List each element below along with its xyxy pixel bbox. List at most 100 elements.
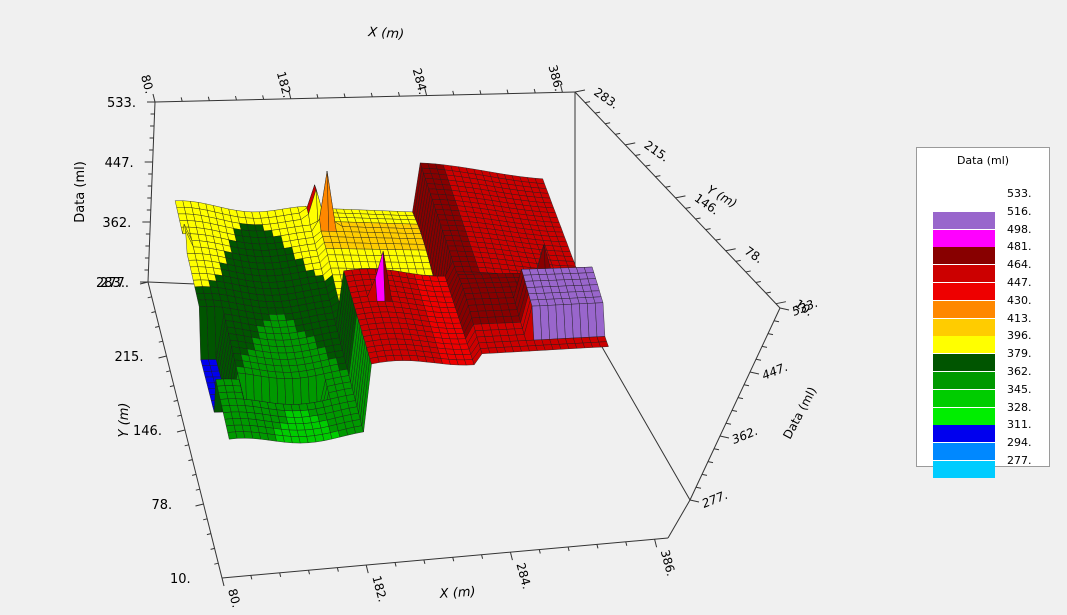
- x-bottom-tick: [509, 552, 513, 561]
- frame-right-lower: [667, 499, 691, 539]
- legend-swatch: [933, 211, 995, 229]
- surface-cell: [591, 290, 602, 298]
- y-right-minor-tick: [715, 238, 721, 241]
- x-top-minor-tick: [180, 97, 183, 102]
- y-right-tick: [574, 89, 586, 93]
- z-right-minor-tick: [731, 409, 738, 412]
- x-top-tick: [559, 84, 563, 93]
- y-right-minor-tick: [705, 228, 711, 231]
- y-left-minor-tick: [206, 533, 212, 536]
- y-right-minor-tick: [695, 217, 701, 220]
- legend-label: 481.: [1007, 240, 1032, 254]
- legend-label: 447.: [1007, 276, 1032, 289]
- legend-label: 311.: [1007, 418, 1032, 432]
- legend-label: 516.: [1007, 204, 1032, 218]
- x-axis-title-top: X (m): [367, 25, 405, 43]
- y-right-minor-tick: [665, 185, 671, 188]
- legend-label: 464.: [1007, 258, 1032, 272]
- surface-cell: [596, 336, 607, 343]
- x-bottom-minor-tick: [279, 572, 282, 577]
- surface-cell: [589, 284, 600, 292]
- z-right-minor-tick: [773, 320, 780, 323]
- y-right-minor-tick: [735, 259, 741, 262]
- y-right-minor-tick: [594, 111, 601, 114]
- z-right-minor-tick: [761, 345, 768, 348]
- surface-cell: [583, 266, 595, 274]
- y-right-minor-tick: [615, 132, 621, 135]
- legend-swatch: [933, 425, 995, 443]
- y-left-tick: [158, 355, 167, 359]
- y-right-minor-tick: [765, 291, 771, 294]
- y-right-tick-label: 215.: [642, 138, 672, 165]
- z-right-tick-label: 362.: [730, 424, 760, 447]
- z-right-minor-tick: [743, 384, 750, 387]
- x-bottom-tick: [221, 577, 225, 587]
- z-left-tick-label: 447.: [105, 156, 134, 171]
- legend-swatch: [933, 389, 995, 407]
- x-top-tick: [288, 90, 292, 99]
- y-left-minor-tick: [147, 296, 152, 299]
- frame-back-right: [574, 91, 781, 309]
- y-left-minor-tick: [184, 444, 189, 447]
- y-left-minor-tick: [158, 340, 163, 343]
- legend-label: 396.: [1007, 329, 1032, 343]
- x-bottom-minor-tick: [567, 546, 570, 552]
- x-top-tick-label: 80.: [138, 73, 156, 95]
- y-left-tick: [195, 503, 204, 507]
- x-axis-title-bottom: X (m): [438, 585, 476, 603]
- y-left-minor-tick: [191, 473, 197, 476]
- legend-swatch: [933, 283, 995, 300]
- legend-swatch: [933, 336, 995, 354]
- y-left-minor-tick: [214, 562, 219, 565]
- x-bottom-minor-tick: [423, 559, 426, 565]
- legend-swatch: [933, 300, 995, 318]
- x-bottom-minor-tick: [538, 549, 541, 554]
- x-bottom-tick-label: 386.: [658, 548, 678, 577]
- z-right-minor-tick: [755, 358, 762, 361]
- surface-cell: [556, 236, 567, 243]
- x-bottom-minor-tick: [308, 570, 311, 575]
- surface-cell: [594, 302, 606, 338]
- y-left-minor-tick: [210, 547, 215, 550]
- x-top-minor-tick: [234, 95, 237, 101]
- y-left-minor-tick: [177, 414, 182, 417]
- x-top-minor-tick: [316, 93, 319, 99]
- legend-swatch: [933, 407, 995, 425]
- legend-label: 345.: [1007, 382, 1032, 396]
- x-top-tick-label: 284.: [410, 67, 430, 96]
- legend-swatch: [933, 265, 995, 283]
- x-top-tick: [424, 87, 428, 96]
- x-top-minor-tick: [262, 95, 265, 100]
- y-right-minor-tick: [685, 206, 691, 209]
- legend-label: 294.: [1007, 436, 1032, 450]
- z-right-minor-tick: [707, 461, 714, 464]
- y-left-minor-tick: [203, 518, 208, 521]
- legend-label: 533.: [1007, 187, 1032, 200]
- z-right-tick: [779, 307, 790, 311]
- frame-left-vertical: [147, 101, 156, 283]
- z-right-tick: [719, 435, 730, 439]
- y-left-tick-label: 215.: [115, 350, 144, 365]
- legend-swatch: [933, 461, 995, 478]
- x-top-tick-label: 182.: [274, 70, 294, 99]
- z-axis-title-right: Data (ml): [780, 385, 819, 442]
- y-right-tick: [675, 195, 686, 199]
- surface-cell: [593, 296, 604, 304]
- z-right-minor-tick: [737, 397, 744, 400]
- x-bottom-minor-tick: [481, 554, 484, 559]
- y-left-tick-label: 146.: [133, 424, 162, 439]
- legend-title: Data (ml): [956, 154, 1010, 167]
- color-legend: Data (ml) 533. 516. 498. 481. 464. 447. 430. 41…: [916, 147, 1050, 478]
- frame-back-top: [154, 91, 576, 103]
- surface-cell: [565, 260, 576, 267]
- legend-swatch: [933, 372, 995, 389]
- x-bottom-minor-tick: [452, 557, 455, 562]
- surface-cell: [562, 251, 573, 257]
- y-right-minor-tick: [655, 175, 661, 178]
- y-left-tick-label: 78.: [152, 498, 173, 513]
- z-right-tick: [749, 371, 760, 375]
- y-left-minor-tick: [173, 399, 178, 402]
- x-top-tick: [152, 93, 156, 103]
- z-right-minor-tick: [767, 333, 774, 336]
